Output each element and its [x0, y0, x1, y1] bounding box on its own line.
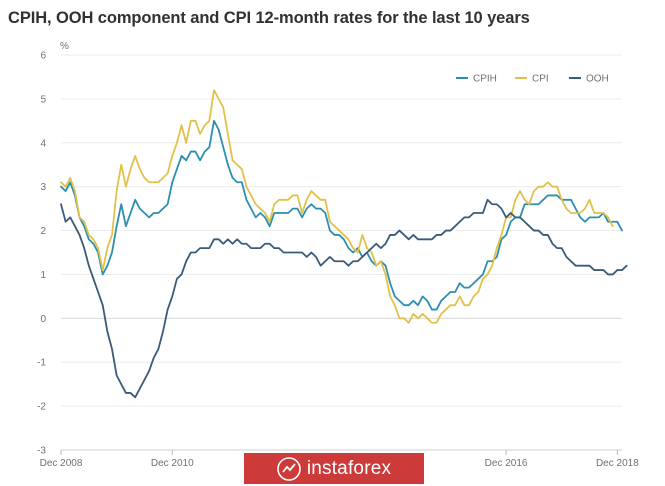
chart-title: CPIH, OOH component and CPI 12-month rat… — [8, 9, 530, 27]
series-line-cpi — [60, 89, 614, 324]
legend-label-cpi: CPI — [532, 74, 549, 85]
legend: CPIH CPI OOH — [456, 74, 609, 85]
axis-labels: 6 5 4 3 2 1 0 -1 -2 -3% Dec 2008 Dec 2010 Dec 2016 De… — [37, 41, 639, 469]
grid-lines — [61, 54, 622, 451]
y-tick-label: -2 — [37, 402, 46, 413]
x-tick-label: Dec 2008 — [40, 458, 83, 469]
x-tick-label: Dec 2016 — [485, 458, 528, 469]
series-lines — [60, 89, 628, 399]
y-tick-label: 3 — [40, 182, 46, 193]
legend-label-cpih: CPIH — [473, 74, 497, 85]
x-tick-label: Dec 2018 — [596, 458, 639, 469]
y-tick-label: 1 — [40, 270, 46, 281]
y-tick-label: 5 — [40, 94, 46, 105]
watermark-text: instaforex — [306, 457, 392, 479]
y-tick-label: 2 — [40, 226, 46, 237]
y-axis-unit: % — [60, 41, 69, 52]
x-tick-label: Dec 2010 — [151, 458, 194, 469]
y-tick-label: 0 — [40, 314, 46, 325]
y-tick-label: 4 — [40, 138, 46, 149]
watermark: instaforex — [244, 453, 424, 484]
y-tick-label: -1 — [37, 358, 46, 369]
y-tick-label: -3 — [37, 446, 46, 457]
instaforex-logo-icon — [277, 456, 301, 481]
series-line-ooh — [60, 198, 628, 399]
y-tick-label: 6 — [40, 51, 46, 62]
series-line-cpih — [60, 119, 623, 311]
legend-label-ooh: OOH — [586, 74, 609, 85]
